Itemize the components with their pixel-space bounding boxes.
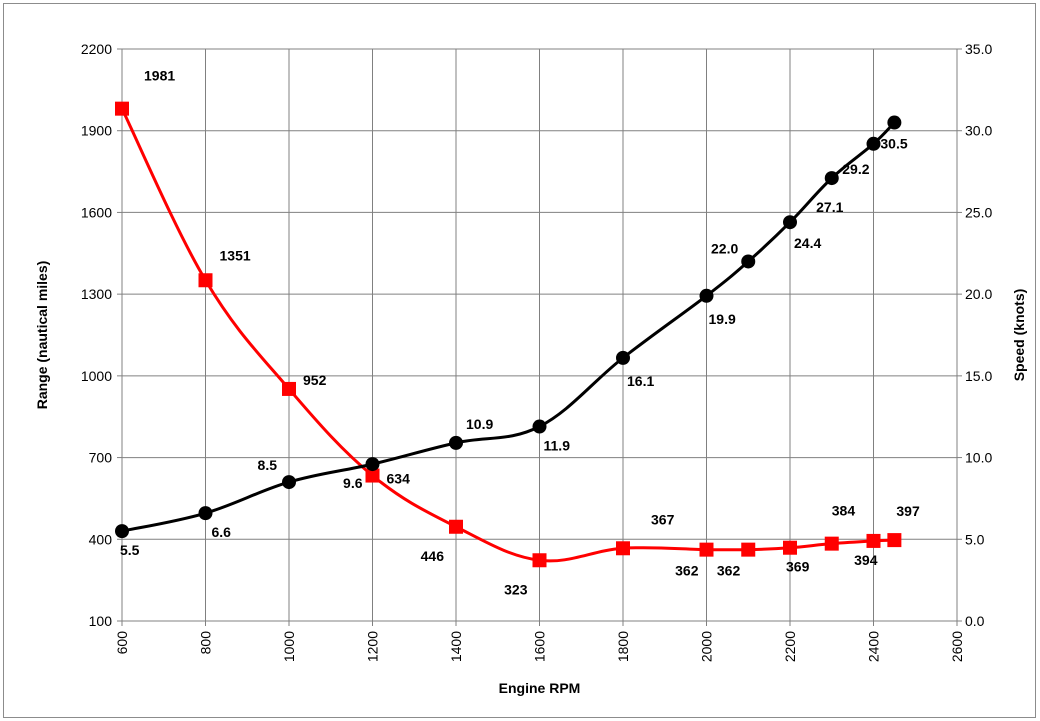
y-left-tick-label: 700 [89, 450, 113, 466]
x-tick-label: 2600 [949, 631, 965, 662]
range-marker [532, 553, 547, 568]
range-data-label: 323 [504, 581, 528, 597]
speed-marker [365, 457, 380, 472]
range-data-label: 634 [387, 471, 411, 487]
speed-marker [449, 435, 463, 450]
speed-data-label: 19.9 [709, 311, 736, 327]
speed-data-label: 22.0 [711, 240, 738, 256]
range-data-label: 394 [854, 552, 878, 568]
range-data-label: 1351 [220, 247, 251, 263]
range-data-label: 952 [303, 372, 327, 388]
y-left-tick-label: 100 [89, 613, 113, 629]
speed-data-label: 5.5 [120, 542, 140, 558]
speed-data-label: 11.9 [544, 438, 571, 454]
y-right-tick-label: 5.0 [965, 531, 985, 547]
x-axis-title: Engine RPM [499, 680, 581, 696]
y-left-tick-label: 1000 [81, 368, 112, 384]
y-left-tick-label: 2200 [81, 41, 112, 57]
speed-marker [616, 350, 630, 365]
y-axis-left-title: Range (nautical miles) [34, 261, 50, 410]
speed-data-label: 9.6 [343, 475, 363, 491]
speed-marker [741, 254, 756, 269]
range-marker [282, 381, 296, 396]
speed-data-label: 29.2 [842, 161, 869, 177]
range-marker [741, 542, 756, 557]
range-data-label: 397 [896, 503, 920, 519]
x-tick-label: 2200 [782, 631, 798, 662]
speed-data-label: 6.6 [212, 524, 232, 540]
speed-marker [887, 115, 902, 130]
range-data-label: 384 [832, 503, 856, 519]
x-tick-label: 1200 [365, 631, 381, 662]
y-right-tick-label: 25.0 [965, 204, 992, 220]
speed-marker [282, 475, 296, 490]
chart-frame [3, 3, 1036, 718]
x-tick-label: 1400 [448, 631, 464, 662]
x-tick-label: 1000 [281, 631, 297, 662]
speed-marker [699, 288, 714, 303]
y-left-tick-label: 400 [89, 531, 113, 547]
speed-marker [783, 215, 797, 230]
data-labels: 1981 1351 952 634 446 323 367 362 362 369 384 394 39… [120, 68, 920, 598]
y-left-tick-label: 1600 [81, 204, 112, 220]
x-tick-label: 2400 [866, 631, 882, 662]
range-data-label: 367 [651, 511, 675, 527]
y-right-tick-label: 30.0 [965, 123, 992, 139]
series-layer [115, 101, 902, 568]
speed-marker [532, 419, 547, 434]
range-marker [365, 468, 380, 483]
speed-marker [198, 506, 213, 521]
y-right-tick-label: 15.0 [965, 368, 992, 384]
speed-data-label: 27.1 [816, 199, 843, 215]
range-marker [616, 541, 630, 556]
range-data-label: 362 [675, 563, 699, 579]
y-right-tick-label: 0.0 [965, 613, 985, 629]
speed-data-label: 24.4 [794, 235, 821, 251]
range-marker [887, 533, 902, 548]
speed-data-label: 8.5 [258, 457, 278, 473]
x-tick-label: 1600 [532, 631, 548, 662]
range-marker [783, 540, 797, 555]
x-tick-label: 600 [114, 631, 130, 655]
speed-marker [115, 524, 129, 539]
x-tick-label: 2000 [699, 631, 715, 662]
range-marker [866, 533, 881, 548]
range-marker [449, 519, 463, 534]
speed-marker [824, 171, 839, 186]
speed-data-label: 30.5 [880, 136, 907, 152]
y-left-tick-label: 1900 [81, 123, 112, 139]
y-left-tick-label: 1300 [81, 286, 112, 302]
range-data-label: 446 [421, 548, 445, 564]
range-data-label: 362 [717, 563, 741, 579]
range-marker [699, 542, 714, 557]
range-marker [115, 101, 129, 116]
range-marker [198, 273, 213, 288]
speed-marker [866, 136, 881, 151]
y-right-tick-label: 10.0 [965, 450, 992, 466]
x-tick-label: 1800 [615, 631, 631, 662]
y-axis-right-title: Speed (knots) [1011, 289, 1027, 382]
y-right-tick-label: 20.0 [965, 286, 992, 302]
x-tick-label: 800 [198, 631, 214, 655]
speed-data-label: 10.9 [466, 416, 493, 432]
y-right-tick-label: 35.0 [965, 41, 992, 57]
speed-data-label: 16.1 [627, 373, 654, 389]
range-marker [824, 536, 839, 551]
axes: 600 800 1000 1200 1400 1600 1800 2000 2200 2400 26… [81, 41, 993, 662]
grid [121, 48, 958, 622]
range-data-label: 1981 [144, 68, 175, 84]
range-data-label: 369 [786, 559, 810, 575]
range-line [120, 107, 895, 563]
